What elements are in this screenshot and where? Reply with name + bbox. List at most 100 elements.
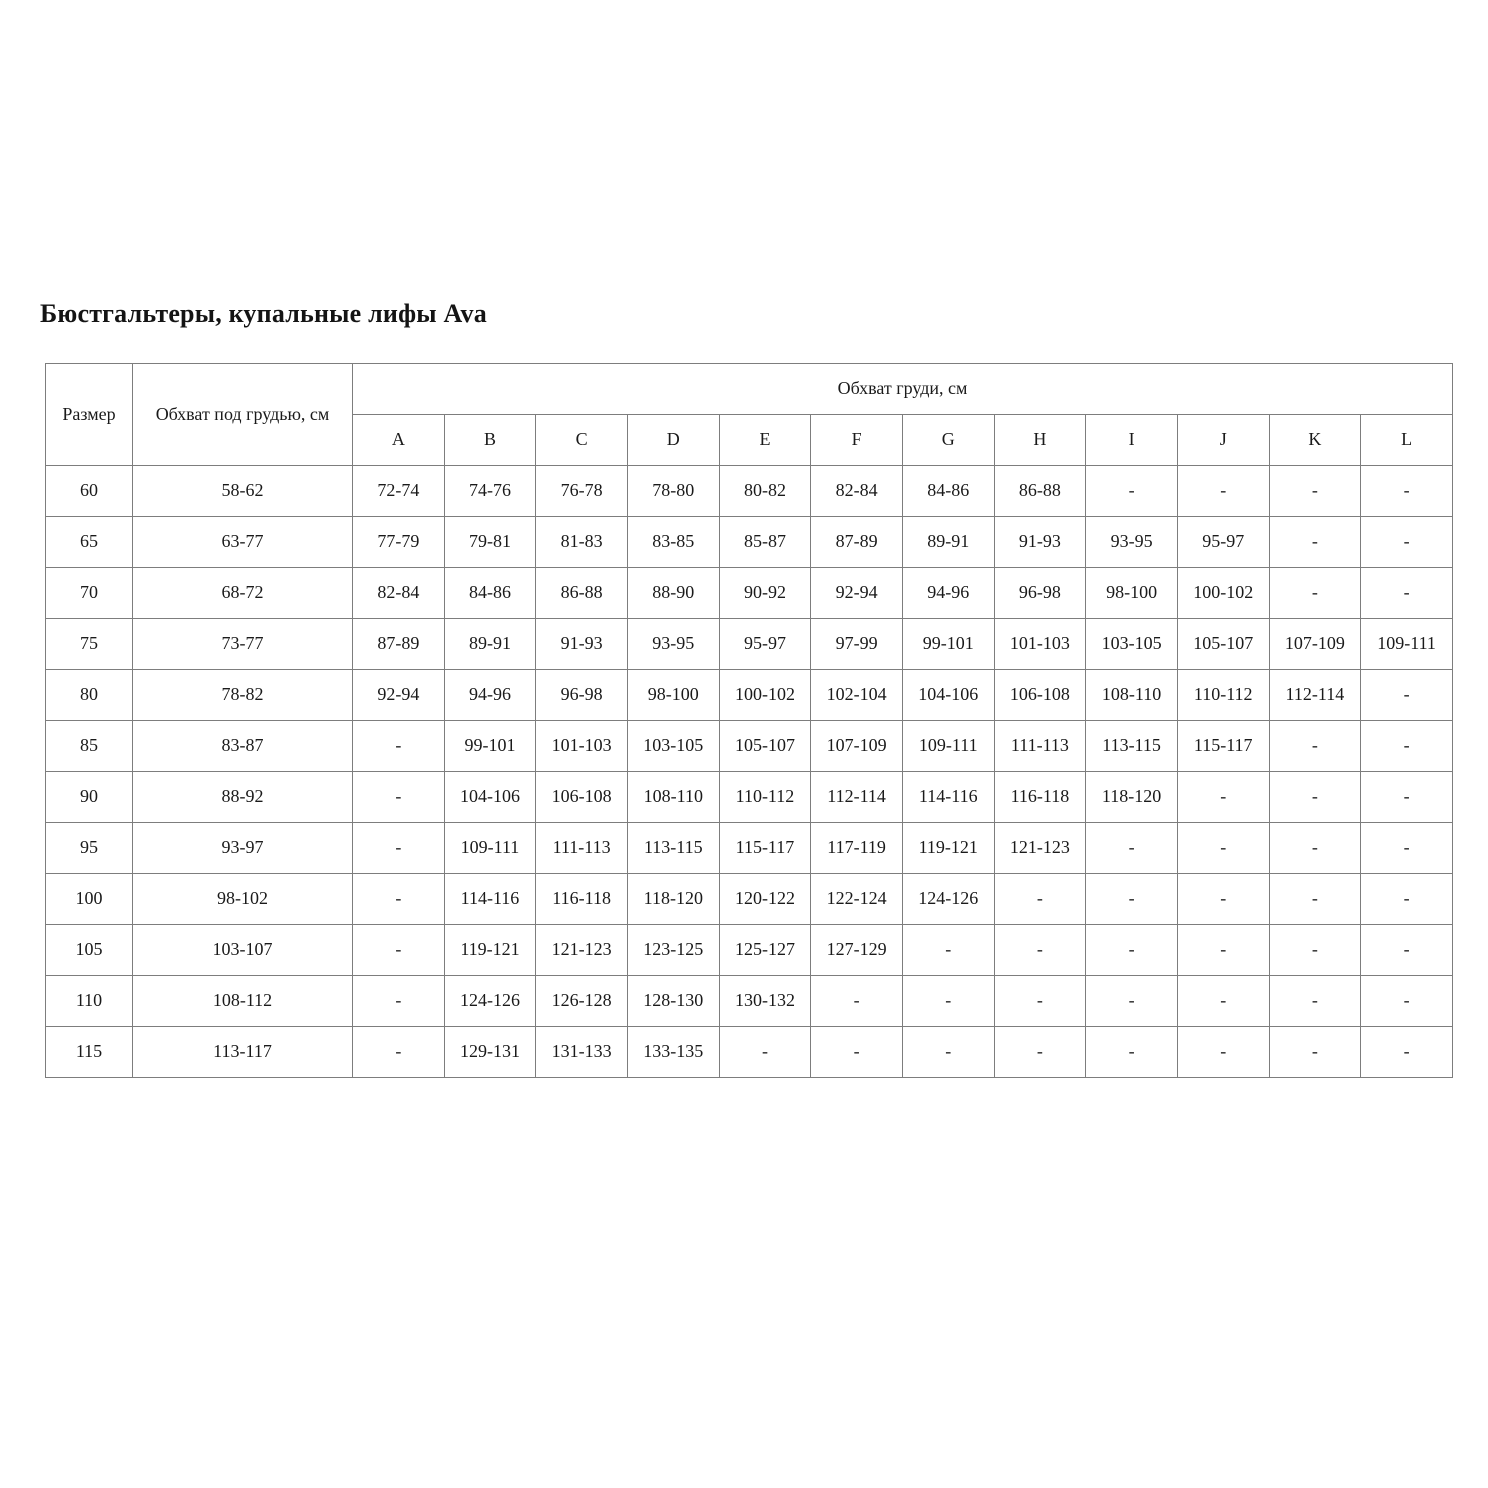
cell-bust-l: - bbox=[1360, 1026, 1453, 1078]
header-cup-j: J bbox=[1176, 414, 1270, 466]
cell-bust-i: 103-105 bbox=[1085, 618, 1178, 670]
cell-bust-d: 78-80 bbox=[626, 465, 720, 517]
cell-bust-h: 121-123 bbox=[993, 822, 1087, 874]
cell-bust-b: 79-81 bbox=[443, 516, 537, 568]
cell-underbust: 73-77 bbox=[132, 618, 353, 670]
cell-size: 100 bbox=[45, 873, 133, 925]
cell-size: 110 bbox=[45, 975, 133, 1027]
cell-bust-c: 111-113 bbox=[535, 822, 628, 874]
cell-bust-e: 80-82 bbox=[718, 465, 812, 517]
header-cup-g: G bbox=[901, 414, 995, 466]
cell-size: 90 bbox=[45, 771, 133, 823]
cell-bust-c: 86-88 bbox=[535, 567, 628, 619]
cell-underbust: 83-87 bbox=[132, 720, 353, 772]
cell-bust-i: - bbox=[1085, 1026, 1178, 1078]
cell-bust-a: - bbox=[352, 771, 445, 823]
cell-bust-h: 86-88 bbox=[993, 465, 1087, 517]
cell-bust-l: - bbox=[1360, 567, 1453, 619]
cell-bust-a: - bbox=[352, 822, 445, 874]
cell-bust-d: 123-125 bbox=[626, 924, 720, 976]
cell-underbust: 68-72 bbox=[132, 567, 353, 619]
cell-bust-i: 93-95 bbox=[1085, 516, 1178, 568]
cell-bust-i: 108-110 bbox=[1085, 669, 1178, 721]
table-row: 85 83-87-99-101 101-103 103-105 105-107 107-1… bbox=[45, 720, 1453, 772]
cell-bust-a: 87-89 bbox=[352, 618, 445, 670]
cell-bust-c: 76-78 bbox=[535, 465, 628, 517]
cell-underbust: 108-112 bbox=[132, 975, 353, 1027]
cell-size: 75 bbox=[45, 618, 133, 670]
header-underbust: Обхват под грудью, см bbox=[132, 363, 353, 466]
size-chart-table: Размер Обхват под грудью, см Обхват груд… bbox=[45, 363, 1453, 1078]
cell-bust-g: - bbox=[901, 1026, 995, 1078]
cell-bust-f: 107-109 bbox=[810, 720, 903, 772]
table-row: 75 73-77 87-89 89-91 91-93 93-95 95-97 97-99 99-… bbox=[45, 618, 1453, 670]
cell-bust-c: 91-93 bbox=[535, 618, 628, 670]
cell-bust-k: - bbox=[1268, 822, 1362, 874]
table-row: 100 98-102-114-116 116-118 118-120 120-122 12… bbox=[45, 873, 1453, 925]
cell-bust-c: 106-108 bbox=[535, 771, 628, 823]
table-header: Размер Обхват под грудью, см Обхват груд… bbox=[45, 363, 1453, 466]
cell-bust-h: - bbox=[993, 1026, 1087, 1078]
cell-underbust: 78-82 bbox=[132, 669, 353, 721]
cell-bust-k: 107-109 bbox=[1268, 618, 1362, 670]
cell-bust-c: 121-123 bbox=[535, 924, 628, 976]
cell-bust-k: - bbox=[1268, 465, 1362, 517]
cell-underbust: 103-107 bbox=[132, 924, 353, 976]
cell-bust-l: - bbox=[1360, 975, 1453, 1027]
cell-bust-c: 116-118 bbox=[535, 873, 628, 925]
cell-bust-k: - bbox=[1268, 873, 1362, 925]
cell-bust-j: - bbox=[1176, 924, 1270, 976]
cell-bust-e: 130-132 bbox=[718, 975, 812, 1027]
cell-bust-j: - bbox=[1176, 771, 1270, 823]
cell-underbust: 98-102 bbox=[132, 873, 353, 925]
cell-bust-g: 119-121 bbox=[901, 822, 995, 874]
cell-bust-f: 82-84 bbox=[810, 465, 903, 517]
cell-bust-j: - bbox=[1176, 465, 1270, 517]
table-row: 105 103-107-119-121 121-123 123-125 125-127 1… bbox=[45, 924, 1453, 976]
cell-bust-d: 113-115 bbox=[626, 822, 720, 874]
cell-bust-a: - bbox=[352, 924, 445, 976]
cell-bust-i: 113-115 bbox=[1085, 720, 1178, 772]
cell-bust-d: 98-100 bbox=[626, 669, 720, 721]
cell-bust-d: 93-95 bbox=[626, 618, 720, 670]
cell-underbust: 63-77 bbox=[132, 516, 353, 568]
table-row: 95 93-97-109-111 111-113 113-115 115-117 117-… bbox=[45, 822, 1453, 874]
cell-bust-d: 83-85 bbox=[626, 516, 720, 568]
cell-bust-e: 90-92 bbox=[718, 567, 812, 619]
cell-underbust: 88-92 bbox=[132, 771, 353, 823]
cell-underbust: 58-62 bbox=[132, 465, 353, 517]
header-cup-k: K bbox=[1268, 414, 1362, 466]
cell-bust-j: 105-107 bbox=[1176, 618, 1270, 670]
cell-bust-i: - bbox=[1085, 822, 1178, 874]
cell-bust-j: - bbox=[1176, 822, 1270, 874]
size-chart-container: Размер Обхват под грудью, см Обхват груд… bbox=[45, 363, 1453, 1078]
cell-bust-j: 95-97 bbox=[1176, 516, 1270, 568]
cell-bust-l: - bbox=[1360, 669, 1453, 721]
table-body: 60 58-62 72-74 74-76 76-78 78-80 80-82 82-84 84-… bbox=[45, 465, 1453, 1078]
cell-bust-b: 114-116 bbox=[443, 873, 537, 925]
header-cup-d: D bbox=[626, 414, 720, 466]
cell-bust-b: 94-96 bbox=[443, 669, 537, 721]
cell-bust-i: - bbox=[1085, 975, 1178, 1027]
cell-bust-b: 119-121 bbox=[443, 924, 537, 976]
cell-bust-l: - bbox=[1360, 924, 1453, 976]
cell-bust-k: - bbox=[1268, 567, 1362, 619]
cell-bust-f: 102-104 bbox=[810, 669, 903, 721]
cell-bust-c: 126-128 bbox=[535, 975, 628, 1027]
header-cup-h: H bbox=[993, 414, 1087, 466]
cell-bust-l: - bbox=[1360, 465, 1453, 517]
cell-bust-h: 111-113 bbox=[993, 720, 1087, 772]
cell-bust-b: 74-76 bbox=[443, 465, 537, 517]
cell-bust-c: 131-133 bbox=[535, 1026, 628, 1078]
cell-bust-e: 105-107 bbox=[718, 720, 812, 772]
cell-size: 95 bbox=[45, 822, 133, 874]
cell-bust-f: 127-129 bbox=[810, 924, 903, 976]
header-cup-i: I bbox=[1085, 414, 1178, 466]
cell-bust-e: 125-127 bbox=[718, 924, 812, 976]
cell-bust-d: 108-110 bbox=[626, 771, 720, 823]
cell-bust-h: 101-103 bbox=[993, 618, 1087, 670]
cell-bust-l: - bbox=[1360, 720, 1453, 772]
cell-size: 70 bbox=[45, 567, 133, 619]
cell-bust-g: 104-106 bbox=[901, 669, 995, 721]
